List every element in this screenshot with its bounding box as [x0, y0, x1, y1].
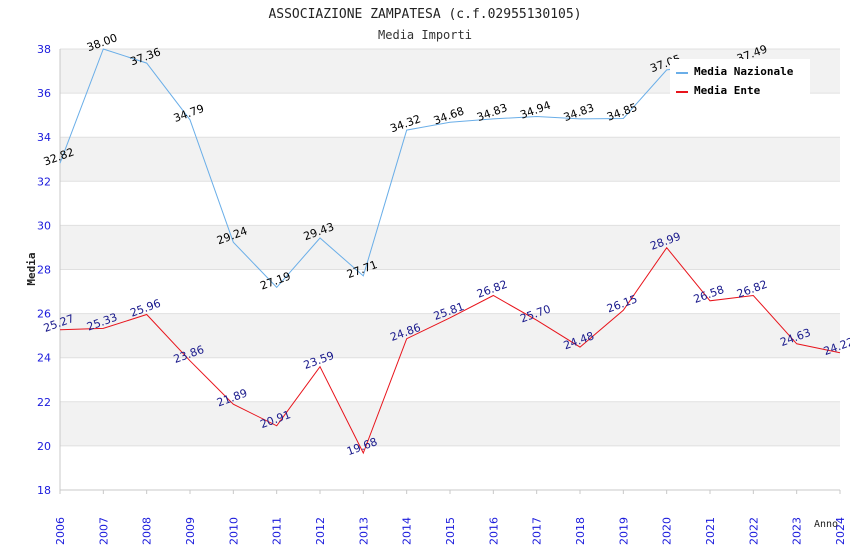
legend-label-media-ente: Media Ente	[694, 84, 761, 97]
y-tick-label: 24	[37, 352, 51, 365]
x-tick-label: 2023	[791, 517, 804, 545]
data-label-media-nazionale: 34.32	[388, 112, 422, 135]
y-tick-label: 18	[37, 484, 51, 497]
data-label-media-nazionale: 34.83	[475, 101, 509, 124]
series-line-media-ente	[59, 246, 841, 455]
y-tick-label: 28	[37, 264, 51, 277]
series-lines	[59, 48, 841, 455]
chart-subtitle: Media Importi	[378, 28, 472, 42]
x-tick-label: 2012	[314, 517, 327, 545]
data-label-media-nazionale: 34.68	[432, 104, 466, 127]
data-label-media-ente: 26.82	[735, 278, 769, 301]
legend: Media Nazionale Media Ente	[670, 59, 810, 97]
y-tick-label: 34	[37, 131, 51, 144]
data-label-media-nazionale: 34.83	[562, 101, 596, 124]
x-tick-label: 2015	[444, 517, 457, 545]
x-tick-label: 2022	[747, 517, 760, 545]
x-tick-label: 2007	[97, 517, 110, 545]
data-label-media-nazionale: 34.85	[605, 101, 639, 124]
background-bands	[60, 49, 840, 446]
legend-background	[670, 59, 810, 97]
data-label-media-ente: 26.82	[475, 278, 509, 301]
y-tick-label: 36	[37, 87, 51, 100]
data-label-media-ente: 26.15	[605, 293, 639, 316]
y-axis-label: Media	[25, 252, 38, 285]
y-tick-label: 30	[37, 219, 51, 232]
x-tick-label: 2018	[574, 517, 587, 545]
x-tick-label: 2011	[271, 517, 284, 545]
background-band	[60, 137, 840, 182]
x-tick-label: 2010	[227, 517, 240, 545]
chart-title: ASSOCIAZIONE ZAMPATESA (c.f.02955130105)	[268, 7, 581, 22]
y-tick-label: 22	[37, 396, 51, 409]
legend-label-media-nazionale: Media Nazionale	[694, 65, 794, 78]
x-tick-label: 2013	[357, 517, 370, 545]
x-tick-label: 2008	[141, 517, 154, 545]
series-line-media-nazionale	[59, 48, 754, 289]
background-band	[60, 225, 840, 270]
x-tick-label: 2017	[531, 517, 544, 545]
x-tick-labels: 2006 2007 2008 2009 2010 2011 2012 2013 2014 2015…	[54, 517, 847, 545]
axes	[59, 49, 841, 494]
data-label-media-nazionale: 34.79	[172, 102, 206, 125]
y-tick-label: 20	[37, 440, 51, 453]
data-label-media-ente: 26.58	[692, 283, 726, 306]
x-tick-label: 2016	[487, 517, 500, 545]
x-tick-label: 2014	[401, 517, 414, 545]
y-tick-label: 26	[37, 308, 51, 321]
background-band	[60, 313, 840, 358]
y-tick-labels: 18 20 22 24 26 28 30 32 34 36 38	[37, 43, 51, 497]
x-tick-label: 2021	[704, 517, 717, 545]
y-tick-label: 32	[37, 175, 51, 188]
x-tick-label: 2006	[54, 517, 67, 545]
data-label-media-nazionale: 34.94	[518, 99, 552, 122]
x-tick-label: 2024	[834, 517, 847, 545]
gridlines	[60, 48, 840, 491]
x-tick-label: 2009	[184, 517, 197, 545]
x-tick-label: 2020	[661, 517, 674, 545]
background-band	[60, 401, 840, 446]
x-axis-label: Anno	[814, 519, 838, 530]
y-tick-label: 38	[37, 43, 51, 56]
x-tick-label: 2019	[617, 517, 630, 545]
